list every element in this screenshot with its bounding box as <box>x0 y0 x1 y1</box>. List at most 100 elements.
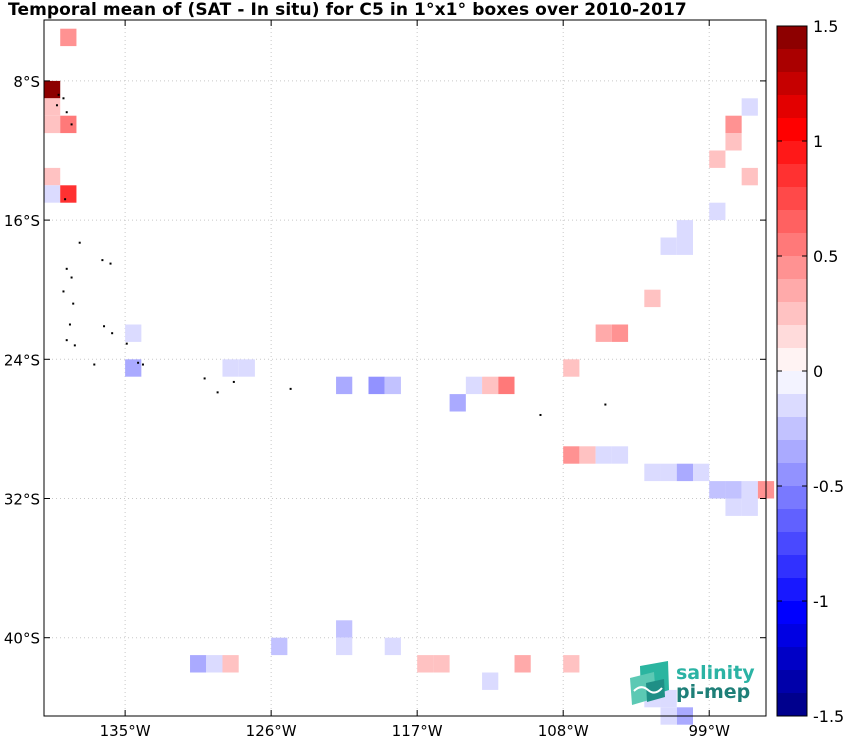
island-marker <box>70 123 73 126</box>
colorbar-tick-label: -0.5 <box>813 477 844 496</box>
island-marker <box>93 363 96 366</box>
island-markers <box>55 93 607 416</box>
island-marker <box>70 276 73 279</box>
island-marker <box>73 344 76 347</box>
heatmap-cell <box>465 376 483 395</box>
heatmap-cell <box>563 655 580 673</box>
colorbar-segment <box>777 49 807 73</box>
colorbar-tick-label: 1.5 <box>813 17 838 36</box>
heatmap-cell <box>482 376 499 395</box>
lat-tick-label: 32°S <box>4 491 40 509</box>
heatmap-cell <box>433 655 450 673</box>
heatmap-cell <box>44 185 61 203</box>
colorbar-tick-label: -1 <box>813 592 829 611</box>
colorbar-segment <box>777 532 807 556</box>
island-marker <box>289 387 292 390</box>
logo-line2: pi-mep <box>676 681 750 703</box>
heatmap-cell <box>368 376 385 395</box>
heatmap-cell <box>44 167 61 186</box>
island-marker <box>62 290 65 293</box>
heatmap-cell <box>44 98 61 116</box>
island-marker <box>65 267 68 270</box>
heatmap-cell <box>498 376 515 395</box>
heatmap-cell <box>725 115 742 134</box>
lat-tick-label: 24°S <box>4 351 40 369</box>
map-frame <box>43 19 767 717</box>
colorbar-segment <box>777 118 807 142</box>
colorbar-segment <box>777 26 807 50</box>
colorbar-segment <box>777 95 807 119</box>
colorbar-segment <box>777 325 807 349</box>
lon-tick-label: 135°W <box>100 722 151 740</box>
island-marker <box>137 361 140 364</box>
map-area <box>44 20 766 716</box>
heatmap-cell <box>563 446 580 464</box>
heatmap-cell <box>725 498 742 516</box>
lat-tick-label: 16°S <box>4 212 40 230</box>
island-marker <box>72 302 75 305</box>
colorbar-segment <box>777 394 807 418</box>
island-marker <box>216 391 219 394</box>
island-marker <box>203 377 206 380</box>
colorbar-segment <box>777 348 807 372</box>
salinity-pi-mep-logo: salinity pi-mep <box>630 661 755 705</box>
colorbar-tick-label: 1 <box>813 132 823 151</box>
heatmap-cell <box>563 359 580 377</box>
colorbar-segment <box>777 486 807 510</box>
heatmap-cell <box>741 98 758 116</box>
map-axes: 8°S 16°S 24°S 32°S 40°S 135°W 126°W 117°W 108°W 9… <box>4 19 767 740</box>
colorbar-segment <box>777 440 807 464</box>
colorbar: 1.5 1 0.5 0 -0.5 -1 -1.5 <box>776 17 844 726</box>
lat-tick-label: 40°S <box>4 630 40 648</box>
colorbar-segment <box>777 302 807 326</box>
colorbar-segment <box>777 141 807 165</box>
heatmap-cell <box>709 150 726 168</box>
colorbar-tick-label: 0.5 <box>813 247 838 266</box>
colorbar-segment <box>777 693 807 717</box>
island-marker <box>65 339 68 342</box>
lon-tick-label: 108°W <box>538 722 589 740</box>
colorbar-tick-label: -1.5 <box>813 707 844 726</box>
lon-tick-label: 99°W <box>689 722 731 740</box>
heatmap-cell <box>514 655 531 673</box>
colorbar-segment <box>777 578 807 602</box>
heatmap-cell <box>709 202 726 221</box>
lon-tick-label: 126°W <box>246 722 297 740</box>
island-marker <box>539 413 542 416</box>
map-title: Temporal mean of (SAT - In situ) for C5 … <box>8 0 687 20</box>
colorbar-segment <box>777 187 807 211</box>
heatmap-cell <box>741 167 758 186</box>
lat-tick-label: 8°S <box>13 73 40 91</box>
heatmap-cell <box>725 133 742 151</box>
heatmap-cell <box>336 620 353 638</box>
heatmap-cell <box>60 115 77 134</box>
heatmap-cell <box>271 637 288 656</box>
heatmap-cell <box>336 376 353 395</box>
island-marker <box>68 323 71 326</box>
colorbar-segment <box>777 279 807 303</box>
colorbar-segment <box>777 72 807 96</box>
colorbar-segment <box>777 210 807 234</box>
island-marker <box>109 262 112 265</box>
island-marker <box>62 97 65 100</box>
heatmap-cell <box>579 446 596 464</box>
colorbar-segment <box>777 670 807 694</box>
heatmap-cell <box>336 637 353 656</box>
heatmap-cell <box>741 498 758 516</box>
heatmap-cell <box>60 185 77 203</box>
heatmap-cell <box>644 463 661 482</box>
heatmap-cell <box>709 481 726 499</box>
colorbar-segment <box>777 371 807 395</box>
island-marker <box>141 363 144 366</box>
colorbar-segment <box>777 555 807 579</box>
heatmap-cell <box>611 324 629 342</box>
island-marker <box>103 325 106 328</box>
colorbar-segment <box>777 233 807 257</box>
heatmap-cell <box>190 655 207 673</box>
heatmap-cell <box>692 463 710 482</box>
heatmap-cell <box>222 359 239 377</box>
heatmap-cell <box>482 672 499 690</box>
heatmap-cell <box>206 655 223 673</box>
island-marker <box>65 111 68 114</box>
